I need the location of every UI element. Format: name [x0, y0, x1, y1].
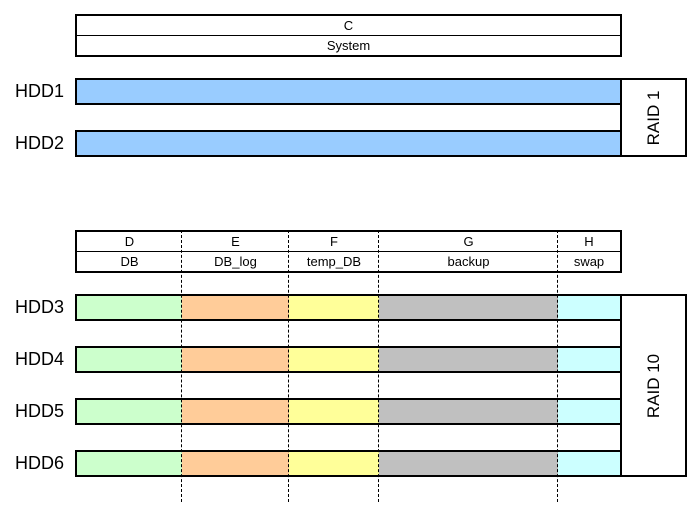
partition-g-segment — [379, 296, 558, 319]
partition-h-letter: H — [584, 234, 594, 249]
partition-f-segment — [289, 400, 379, 423]
system-volume-header: C System — [75, 14, 622, 57]
partition-e-segment — [182, 400, 289, 423]
raid10-box: RAID 10 — [620, 294, 687, 477]
partition-e-name: DB_log — [214, 254, 257, 269]
partition-f-letter: F — [330, 234, 338, 249]
hdd1-bar — [75, 78, 622, 105]
partition-boundary-d-e — [181, 230, 182, 502]
raid10-label: RAID 10 — [643, 353, 663, 418]
partition-g-segment — [379, 400, 558, 423]
partition-e-letter: E — [231, 234, 240, 249]
partition-f-name: temp_DB — [306, 254, 362, 269]
partition-d-segment — [77, 452, 182, 475]
system-volume-divider — [77, 35, 620, 36]
partition-boundary-g-h — [557, 230, 558, 502]
hdd3-label: HDD3 — [15, 297, 65, 317]
partition-g-letter: G — [463, 234, 474, 249]
partition-g-name: backup — [447, 254, 490, 269]
partition-d-letter: D — [124, 234, 135, 249]
partition-header: D DB E DB_log F temp_DB G backup H swap — [75, 230, 622, 273]
hdd2-bar — [75, 130, 622, 157]
hdd6-bar — [75, 450, 622, 477]
hdd2-label: HDD2 — [15, 133, 65, 153]
raid1-label: RAID 1 — [643, 90, 663, 145]
partition-e-segment — [182, 348, 289, 371]
hdd5-bar — [75, 398, 622, 425]
partition-d-segment — [77, 348, 182, 371]
partition-d-name: DB — [120, 254, 139, 269]
hdd4-label: HDD4 — [15, 349, 65, 369]
system-volume-name: System — [326, 38, 371, 53]
partition-h-segment — [558, 296, 620, 319]
partition-h-name: swap — [573, 254, 605, 269]
partition-f-segment — [289, 452, 379, 475]
hdd5-label: HDD5 — [15, 401, 65, 421]
partition-g-segment — [379, 452, 558, 475]
partition-d-segment — [77, 400, 182, 423]
partition-h-segment — [558, 400, 620, 423]
partition-h-segment — [558, 348, 620, 371]
partition-h-segment — [558, 452, 620, 475]
partition-f-segment — [289, 296, 379, 319]
partition-g-segment — [379, 348, 558, 371]
system-drive-letter: C — [343, 18, 354, 33]
partition-header-divider — [77, 251, 620, 252]
hdd6-label: HDD6 — [15, 453, 65, 473]
partition-d-segment — [77, 296, 182, 319]
raid1-box: RAID 1 — [620, 78, 687, 157]
partition-e-segment — [182, 296, 289, 319]
hdd4-bar — [75, 346, 622, 373]
hdd3-bar — [75, 294, 622, 321]
partition-e-segment — [182, 452, 289, 475]
partition-f-segment — [289, 348, 379, 371]
partition-boundary-e-f — [288, 230, 289, 502]
partition-boundary-f-g — [378, 230, 379, 502]
hdd1-label: HDD1 — [15, 81, 65, 101]
